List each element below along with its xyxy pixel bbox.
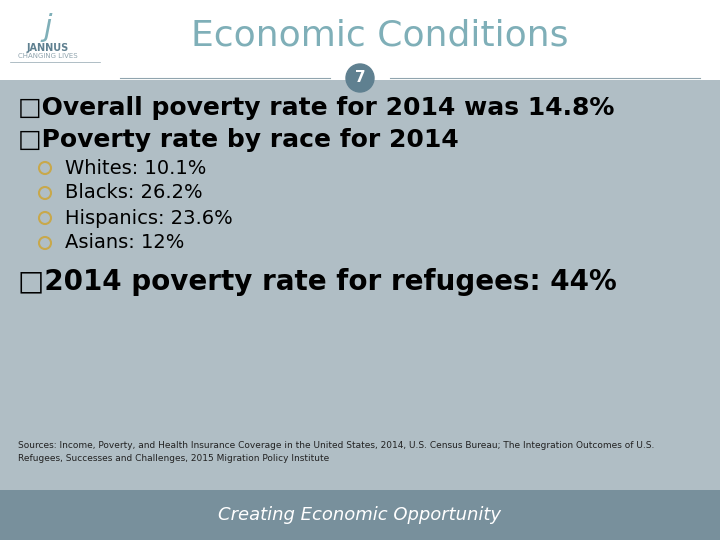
Text: □Poverty rate by race for 2014: □Poverty rate by race for 2014 — [18, 128, 459, 152]
Text: JANNUS: JANNUS — [27, 43, 69, 53]
Text: CHANGING LIVES: CHANGING LIVES — [18, 53, 78, 59]
FancyBboxPatch shape — [0, 490, 720, 540]
FancyBboxPatch shape — [0, 0, 720, 80]
Text: Whites: 10.1%: Whites: 10.1% — [65, 159, 207, 178]
Text: Economic Conditions: Economic Conditions — [192, 18, 569, 52]
Text: j: j — [44, 14, 53, 43]
Text: Creating Economic Opportunity: Creating Economic Opportunity — [218, 506, 502, 524]
Text: Asians: 12%: Asians: 12% — [65, 233, 184, 253]
Text: Blacks: 26.2%: Blacks: 26.2% — [65, 184, 202, 202]
Text: □2014 poverty rate for refugees: 44%: □2014 poverty rate for refugees: 44% — [18, 268, 617, 296]
Text: Hispanics: 23.6%: Hispanics: 23.6% — [65, 208, 233, 227]
Text: □Overall poverty rate for 2014 was 14.8%: □Overall poverty rate for 2014 was 14.8% — [18, 96, 614, 120]
Text: Sources: Income, Poverty, and Health Insurance Coverage in the United States, 20: Sources: Income, Poverty, and Health Ins… — [18, 441, 654, 463]
Text: 7: 7 — [355, 71, 365, 85]
Circle shape — [346, 64, 374, 92]
